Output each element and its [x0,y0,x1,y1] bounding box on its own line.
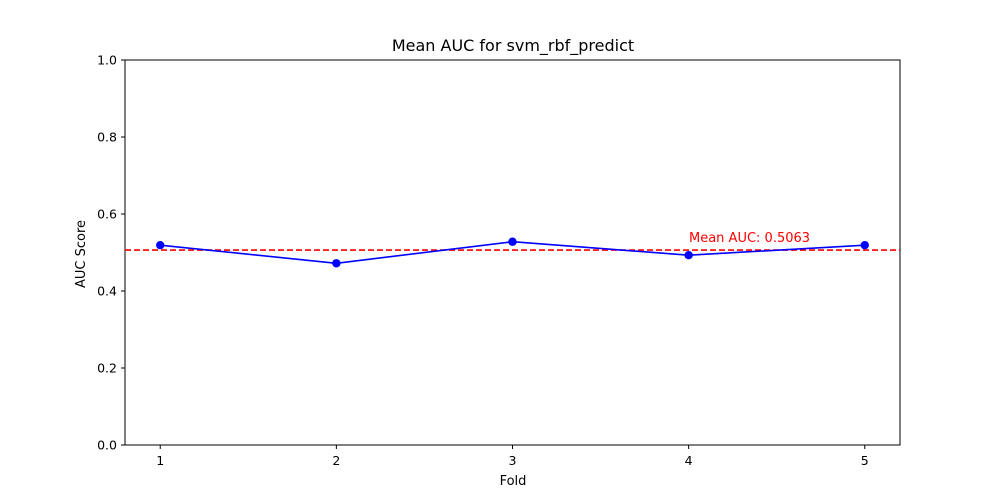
x-axis-label: Fold [500,474,527,489]
auc-data-point [332,259,341,268]
auc-data-point [684,250,693,260]
x-tick-label: 4 [685,453,693,468]
x-tick-label: 3 [509,453,517,468]
y-tick-label: 0.4 [97,284,117,299]
mean-auc-annotation: Mean AUC: 0.5063 [689,231,810,246]
auc-data-point [156,240,165,250]
chart-title: Mean AUC for svm_rbf_predict [392,36,634,56]
y-tick-label: 0.2 [97,361,117,376]
series-group [156,237,869,268]
y-tick-label: 0.6 [97,207,117,222]
x-tick-label: 2 [332,453,340,468]
x-tick-label: 1 [156,453,164,468]
auc-data-point [508,237,517,246]
x-tick-label: 5 [861,453,869,468]
auc-data-point [860,240,869,250]
y-tick-label: 0.0 [97,438,117,453]
y-tick-label: 0.8 [97,130,117,145]
y-tick-label: 1.0 [97,53,117,68]
y-axis-label: AUC Score [74,220,89,288]
ticks: 1 2 3 4 5 0.0 0.2 0.4 0.6 0.8 1.0 [97,53,869,469]
